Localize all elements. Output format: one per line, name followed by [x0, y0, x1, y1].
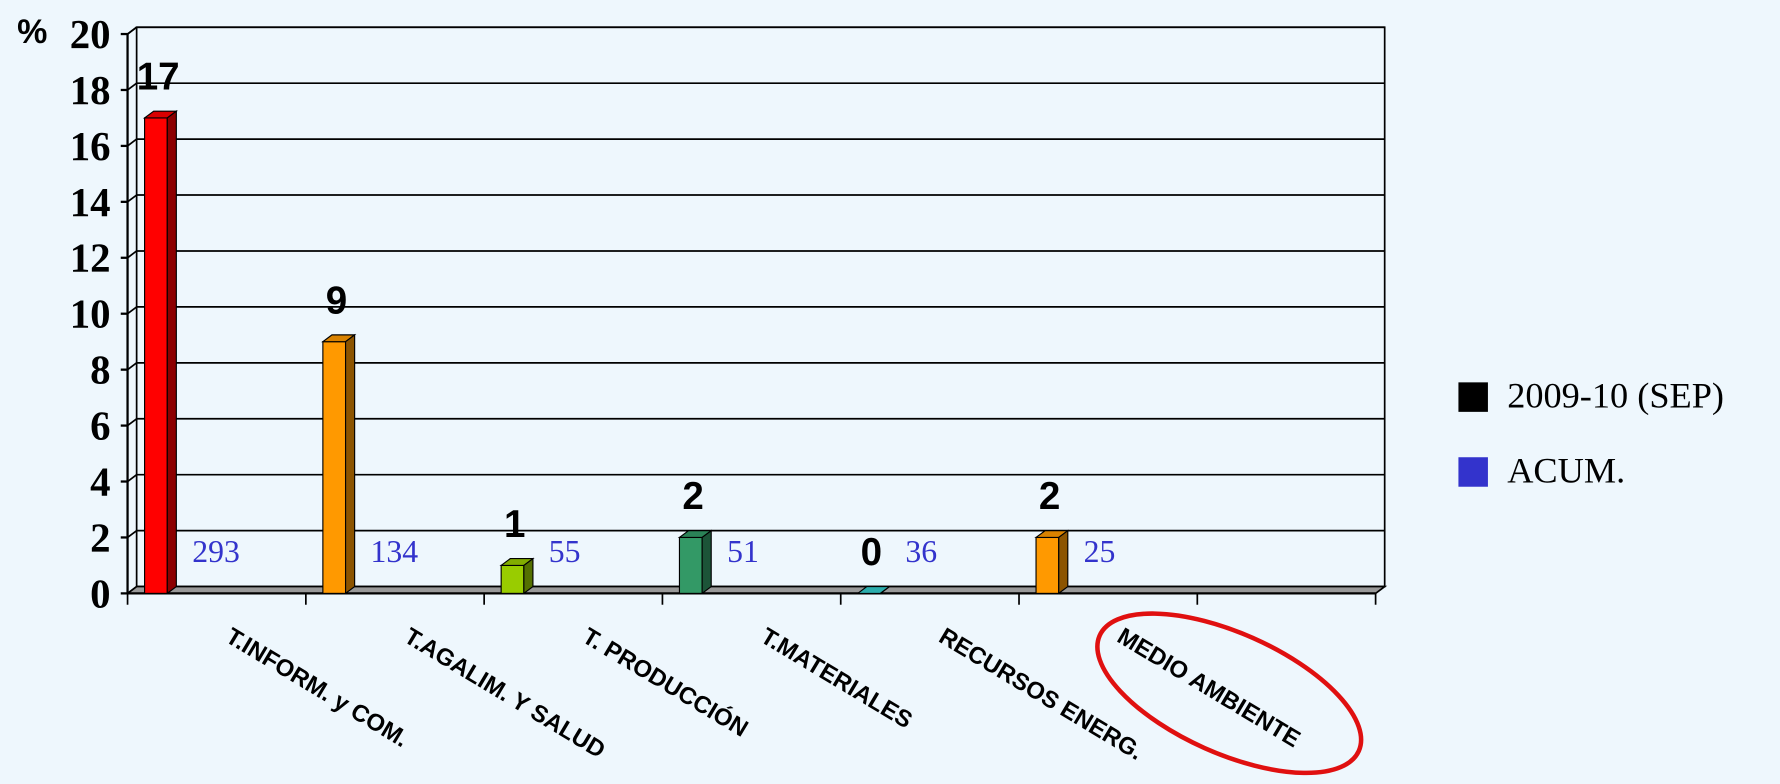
legend-label: ACUM.	[1507, 451, 1625, 491]
x-tick-label: T.INFORM. y COM.	[221, 623, 413, 753]
grid-side	[127, 529, 138, 539]
data-label: 17	[137, 56, 180, 99]
legend-label: 2009-10 (SEP)	[1507, 376, 1724, 416]
x-tick-label: T.MATERIALES	[756, 623, 917, 734]
bar	[142, 109, 179, 595]
legend-swatch	[1458, 457, 1488, 487]
legend-swatch	[1458, 382, 1488, 412]
grid-side	[127, 418, 138, 427]
bar-side	[523, 557, 534, 595]
acum-label: 36	[905, 534, 937, 569]
acum-label: 51	[727, 534, 759, 569]
bar-side	[166, 109, 177, 595]
grid-side	[127, 138, 138, 147]
data-label: 2	[682, 475, 703, 518]
bar-side	[1058, 529, 1069, 595]
data-label: 9	[326, 279, 347, 322]
data-label: 2	[1039, 475, 1060, 518]
grid-side	[127, 306, 138, 315]
y-tick-label: 14	[70, 180, 111, 225]
y-tick-label: 0	[90, 571, 110, 616]
y-tick-label: 18	[70, 68, 111, 113]
bar-side	[880, 586, 890, 594]
acum-label: 25	[1084, 534, 1116, 569]
bar-front	[144, 117, 168, 594]
data-label: 0	[861, 531, 882, 574]
data-label: 1	[504, 503, 525, 546]
bar	[499, 557, 535, 595]
y-tick-label: 10	[70, 292, 111, 337]
highlight-ellipse	[1095, 611, 1364, 776]
bar-front	[678, 536, 703, 594]
bar-front	[1035, 536, 1060, 594]
bar-side	[701, 529, 712, 595]
grid-side	[127, 194, 138, 203]
bar	[321, 333, 357, 595]
grid-side	[127, 474, 138, 483]
y-tick-label: 6	[90, 403, 110, 448]
bar-front	[500, 564, 525, 594]
bar	[1034, 529, 1070, 595]
x-tick-label: T. PRODUCCIÓN	[578, 622, 753, 743]
y-tick-label: 20	[70, 12, 111, 57]
acum-label: 293	[192, 534, 240, 569]
bar	[856, 586, 892, 594]
x-tick-label: MEDIO AMBIENTE	[1113, 623, 1305, 753]
grid-side	[127, 26, 138, 35]
y-tick-label: 16	[70, 124, 111, 169]
grid-side	[127, 362, 138, 371]
bar-side	[344, 333, 356, 595]
y-tick-label: 4	[90, 459, 110, 504]
y-tick-label: 12	[70, 236, 111, 281]
grid-side	[127, 250, 138, 259]
grid-side	[127, 82, 138, 91]
bar	[677, 529, 713, 595]
bar-front	[322, 341, 347, 594]
y-tick-label: 8	[90, 348, 110, 393]
y-tick-label: 2	[90, 515, 110, 560]
acum-label: 134	[371, 534, 419, 569]
y-axis-label: %	[17, 13, 47, 51]
acum-label: 55	[549, 534, 581, 569]
